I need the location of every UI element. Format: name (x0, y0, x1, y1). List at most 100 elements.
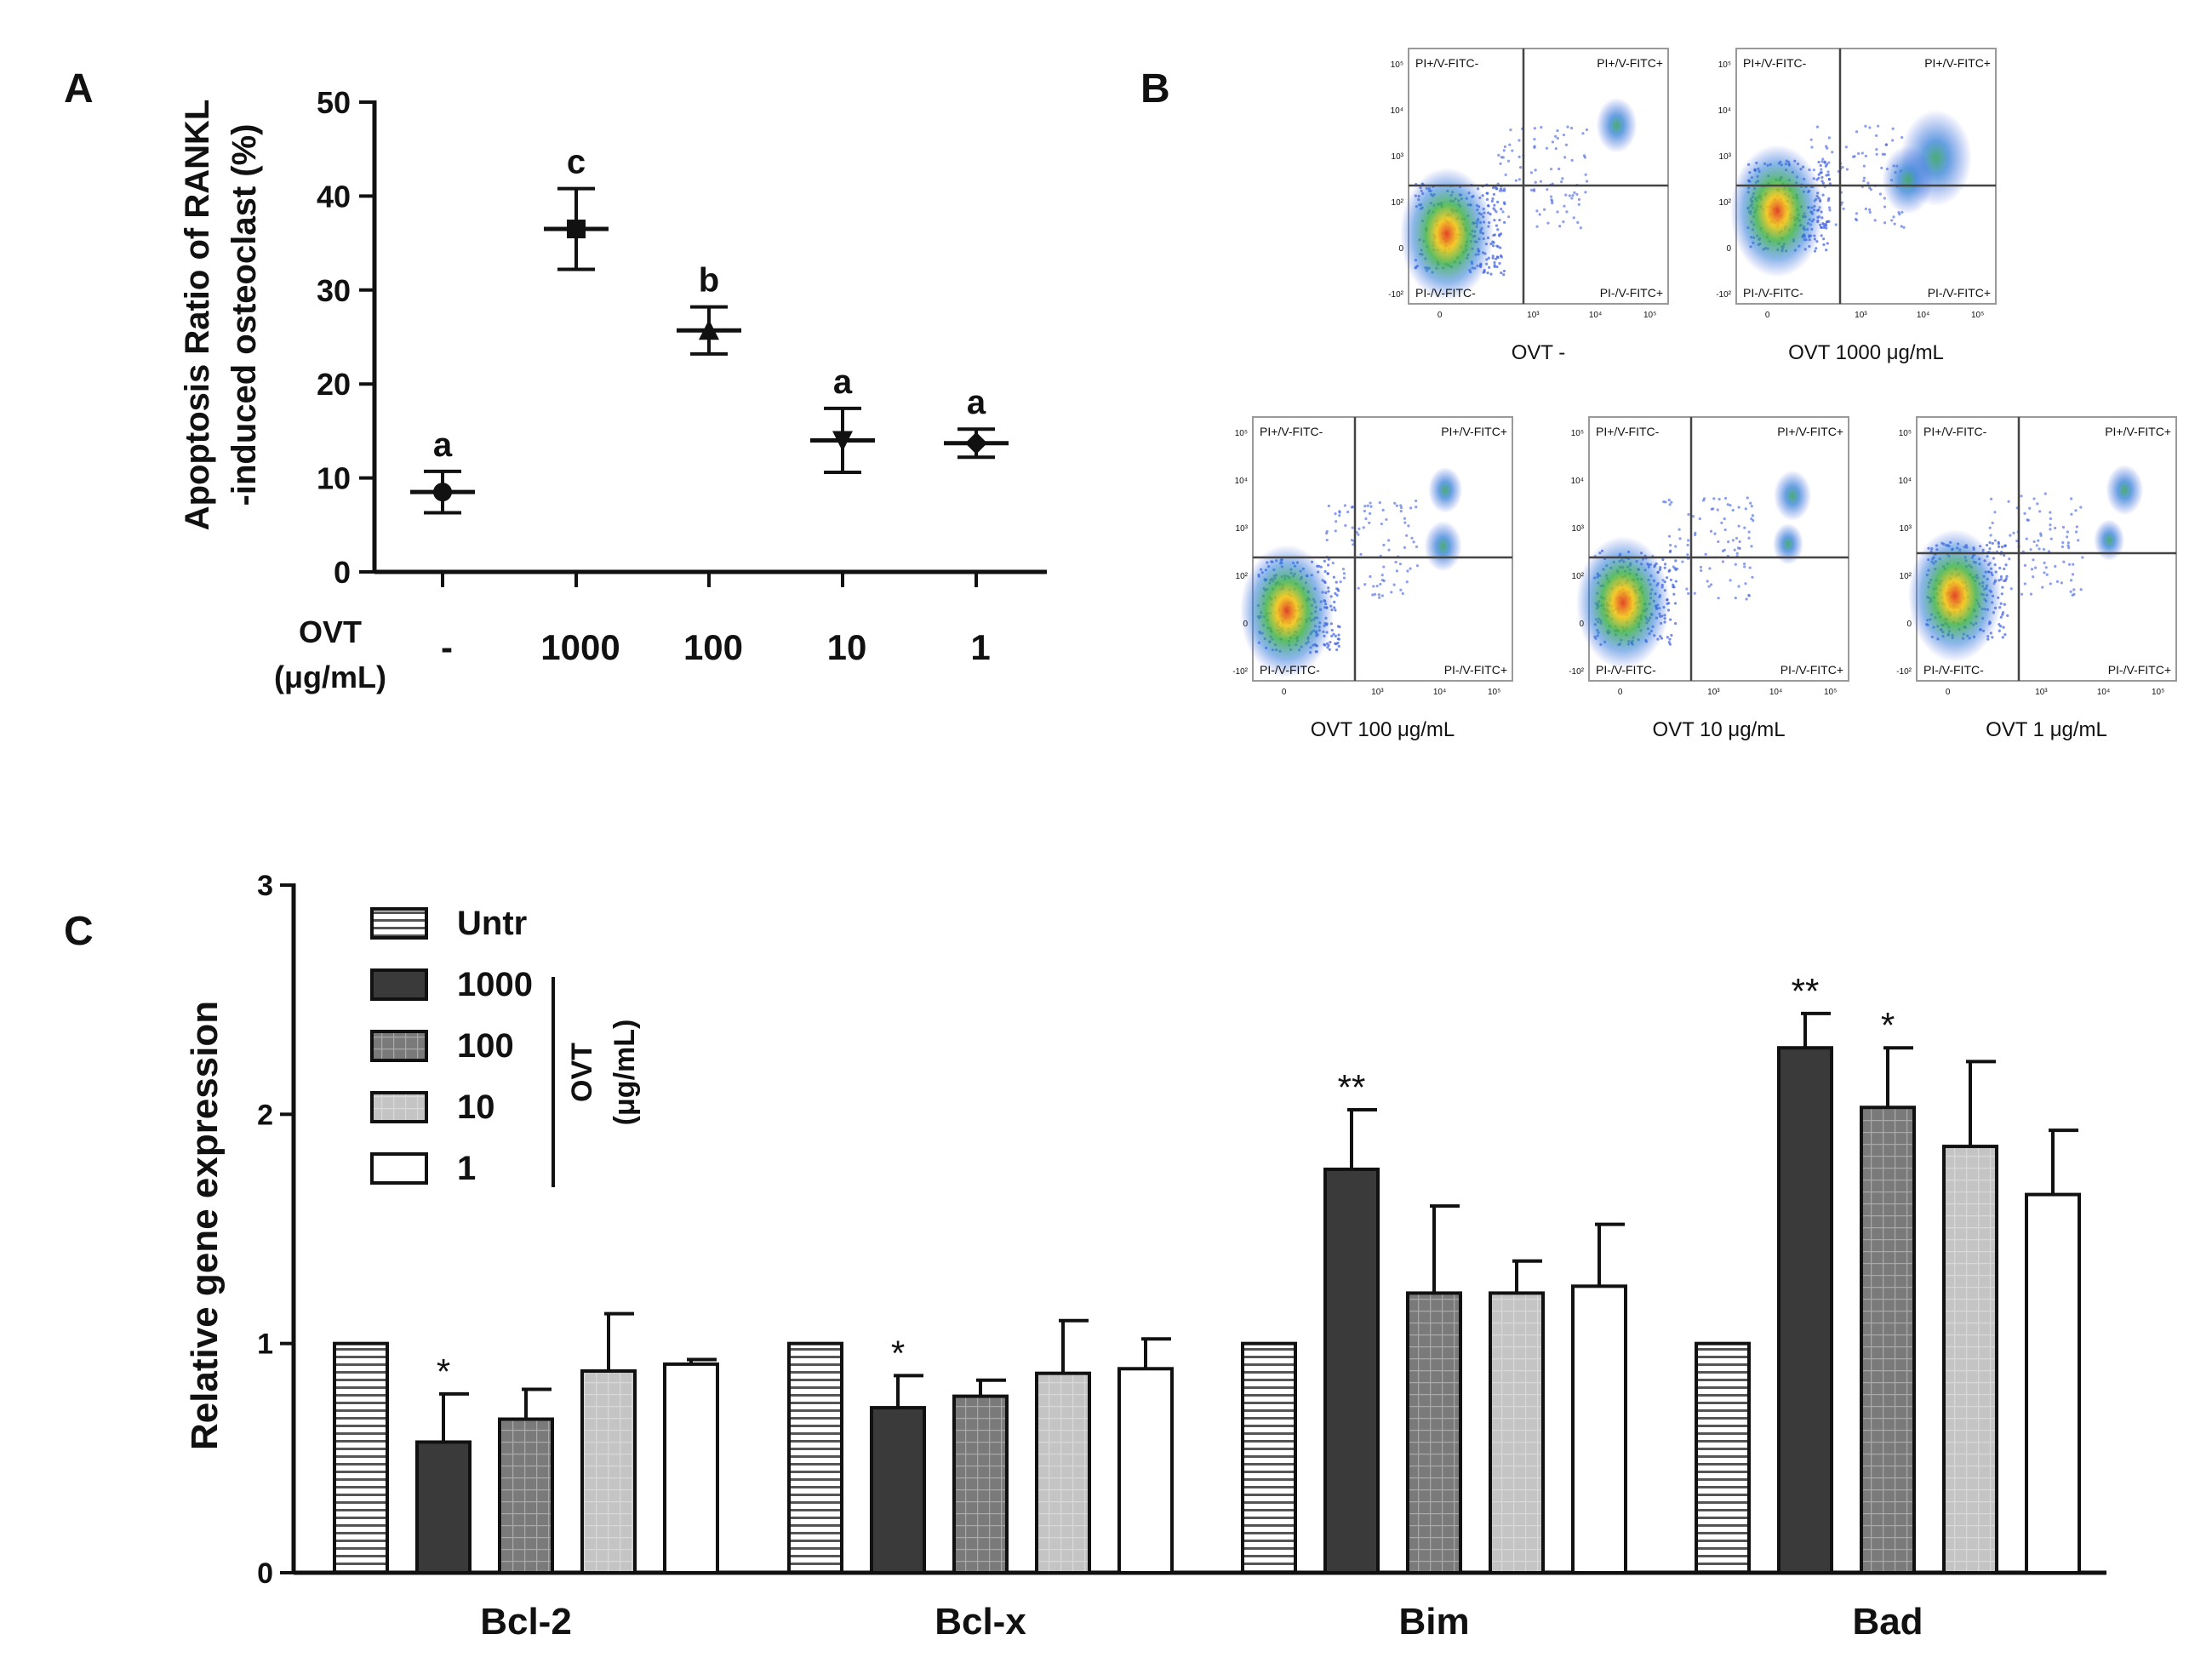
flow-plot-xtick-label: 10³ (1527, 311, 1540, 320)
panel-a-sig-letter: c (567, 144, 586, 181)
flow-plot-ytick-label: 10² (1719, 198, 1732, 208)
flow-plot-event (1380, 574, 1384, 577)
flow-plot-event (1853, 155, 1856, 158)
flow-plot-event (2004, 577, 2008, 580)
flow-plot-event (1862, 176, 1866, 180)
panel-c-xtick-label: Bcl-x (935, 1601, 1026, 1643)
flow-plot-ytick-label: -10² (1716, 290, 1731, 300)
flow-plot-event (1823, 161, 1826, 164)
flow-plot-event (1556, 129, 1559, 133)
flow-plot-quadrant-label: PI-/V-FITC+ (1444, 663, 1507, 677)
flow-plot-event (1844, 146, 1848, 149)
flow-plot-event (2020, 592, 2024, 596)
flow-plot-ytick-label: 10⁴ (1899, 477, 1912, 486)
flow-plot-event (2032, 575, 2035, 579)
flow-plot-event (1686, 543, 1689, 547)
flow-plot-event (1323, 559, 1326, 563)
flow-plot-event (1571, 193, 1575, 197)
flow-plot-event (1492, 192, 1495, 196)
flow-plot-event (1334, 608, 1337, 612)
flow-plot-event (2007, 500, 2010, 503)
flow-plot-event (1551, 140, 1555, 144)
flow-plot-event (2026, 518, 2029, 522)
flow-plot-event (2042, 547, 2046, 551)
flow-plot-quadrant-label: PI+/V-FITC- (1260, 425, 1323, 438)
flow-plot-population-apoptotic (2094, 519, 2125, 561)
flow-plot-event (2003, 603, 2006, 606)
flow-plot-event (1998, 629, 2001, 632)
flow-plot-event (1500, 208, 1503, 211)
flow-plot-event (1734, 563, 1737, 566)
flow-plot-event (1344, 523, 1347, 528)
flow-plot-event (1860, 151, 1864, 155)
flow-plot-event (2012, 531, 2015, 534)
flow-plot-event (1371, 593, 1375, 597)
flow-plot-event (1735, 551, 1739, 555)
flow-plot-event (1752, 518, 1755, 523)
panel-a-xlabel-1: OVT (299, 614, 362, 649)
flow-plot-ytick-label: -10² (1388, 290, 1403, 300)
flow-plot-quadrant-label: PI+/V-FITC- (1415, 56, 1479, 70)
flow-plot-event (1884, 143, 1888, 146)
flow-plot-event (1988, 540, 1992, 545)
flow-plot-event (1369, 505, 1373, 508)
panel-a-ylabel-2: -induced osteoclast (%) (226, 124, 263, 506)
flow-plot-event (1743, 565, 1746, 568)
flow-plot-event (1352, 543, 1355, 546)
flow-plot-event (1704, 552, 1707, 556)
flow-plot-event (1501, 210, 1505, 214)
flow-plot-event (2041, 586, 2044, 589)
flow-plot-event (2065, 535, 2069, 539)
flow-plot-event (1570, 158, 1574, 162)
panel-a-point (699, 319, 719, 340)
panel-c-bar (1777, 1046, 1833, 1574)
flow-plot-event (1822, 223, 1826, 226)
flow-plot-event (1503, 220, 1506, 224)
flow-plot-event (1332, 632, 1335, 636)
flow-plot-event (1663, 566, 1666, 569)
flow-plot-event (1381, 508, 1385, 512)
flow-plot-ytick-label: 10² (1572, 572, 1585, 581)
panel-a-ytick-label: 30 (317, 273, 351, 308)
flow-plot-event (1493, 209, 1497, 212)
flow-plot-event (1579, 226, 1582, 230)
flow-plot-quadrant-label: PI-/V-FITC- (1260, 663, 1320, 677)
flow-plot-ytick-label: 10⁵ (1718, 60, 1731, 70)
flow-plot-xtick-label: 10³ (1855, 311, 1867, 320)
flow-plot-event (1325, 538, 1329, 542)
flow-plot-event (1564, 143, 1569, 146)
flow-plot-ytick-label: 10⁴ (1391, 106, 1403, 116)
flow-plot-event (1988, 547, 1992, 551)
flow-plot-event (1729, 579, 1732, 582)
flow-plot-event (1821, 157, 1825, 161)
panel-a-xtick-label: - (441, 627, 453, 667)
flow-plot-event (1342, 576, 1346, 580)
flow-plot-event (1351, 526, 1354, 529)
flow-plot-event (1362, 526, 1365, 529)
panel-label-c: C (64, 909, 94, 954)
flow-plot-population-main (1240, 545, 1334, 677)
flow-plot-xtick-label: 0 (1765, 311, 1770, 320)
flow-plot-event (1862, 164, 1866, 168)
flow-plot-event (1993, 511, 1997, 514)
flow-plot-event (2066, 541, 2070, 545)
panel-a-xlabel-2: (μg/mL) (274, 660, 386, 694)
flow-plot-event (1495, 224, 1499, 227)
flow-plot-event (1577, 197, 1581, 201)
flow-plot-event (1380, 579, 1384, 582)
flow-plot-quadrant-label: PI-/V-FITC+ (1928, 286, 1991, 300)
panel-c-bar (333, 1341, 389, 1574)
flow-plot-event (1519, 166, 1523, 169)
flow-plot-event (2032, 540, 2036, 544)
flow-plot-event (2075, 525, 2078, 528)
flow-plot-event (1826, 170, 1830, 174)
flow-plot-event (1668, 637, 1672, 641)
flow-plot-ytick-label: 10⁵ (1571, 429, 1584, 438)
flow-plot-event (1499, 232, 1503, 236)
flow-plot-event (1693, 533, 1697, 537)
panel-c-bar (1860, 1106, 1916, 1574)
flow-plot-event (2023, 582, 2026, 586)
flow-plot-event (1563, 156, 1567, 159)
panel-c-bar (1035, 1371, 1091, 1575)
flow-plot-event (1382, 565, 1386, 568)
